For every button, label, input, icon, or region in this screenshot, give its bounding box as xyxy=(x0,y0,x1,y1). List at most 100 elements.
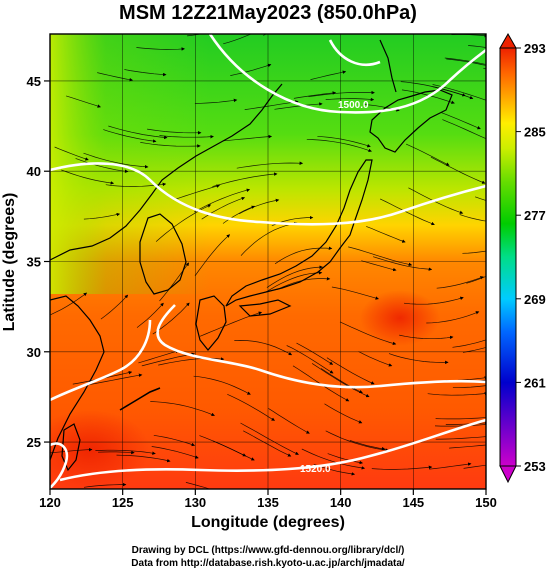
streamline xyxy=(324,403,363,424)
streamline xyxy=(426,311,480,324)
streamline xyxy=(452,385,486,389)
streamline xyxy=(286,345,334,374)
warm-core xyxy=(360,290,440,346)
x-tick-label: 145 xyxy=(402,495,424,510)
streamline xyxy=(468,45,486,48)
colorbar-ticks: 253 261 269 277 285 293 xyxy=(516,41,546,474)
streamline xyxy=(361,260,397,272)
x-tick-label: 125 xyxy=(112,495,134,510)
streamline xyxy=(230,63,272,76)
streamline xyxy=(436,276,484,289)
streamline xyxy=(185,482,211,489)
streamline xyxy=(227,393,275,421)
streamline xyxy=(366,226,406,243)
streamline xyxy=(124,69,167,77)
y-tick-label: 35 xyxy=(27,255,41,270)
streamline xyxy=(430,156,486,184)
y-tick-label: 45 xyxy=(27,74,41,89)
streamline xyxy=(194,98,238,104)
streamline xyxy=(371,465,433,470)
streamline xyxy=(449,444,486,449)
streamline xyxy=(358,351,393,367)
streamline xyxy=(159,134,214,139)
streamline xyxy=(325,430,389,452)
streamline xyxy=(325,97,375,102)
streamline xyxy=(150,401,215,417)
streamline xyxy=(98,450,135,455)
colorbar-tick-label: 261 xyxy=(524,375,546,390)
colorbar: 253 261 269 277 285 293 xyxy=(499,32,546,484)
streamline xyxy=(65,95,101,108)
plot-area: 1500.0 1520.0 xyxy=(50,34,486,489)
streamline xyxy=(153,434,196,447)
streamline xyxy=(103,129,157,143)
x-tick-label: 135 xyxy=(257,495,279,510)
streamline xyxy=(223,34,252,45)
contour-label-lower: 1520.0 xyxy=(300,464,331,475)
streamline xyxy=(83,482,127,488)
streamline xyxy=(474,196,486,201)
streamline xyxy=(462,347,486,353)
y-tick-label: 30 xyxy=(27,345,41,360)
streamline xyxy=(116,454,171,463)
streamline xyxy=(403,296,464,305)
colorbar-tick-label: 285 xyxy=(524,125,546,140)
streamline xyxy=(442,119,486,140)
streamline xyxy=(193,375,251,395)
contour-label-upper: 1500.0 xyxy=(338,100,369,111)
streamline xyxy=(306,138,372,153)
streamline xyxy=(236,161,304,169)
streamline xyxy=(429,462,472,470)
streamline xyxy=(108,125,168,140)
streamline xyxy=(83,212,121,220)
x-axis-label: Longitude (degrees) xyxy=(191,514,345,531)
streamline xyxy=(61,169,115,185)
streamline xyxy=(141,352,195,367)
streamline xyxy=(151,446,199,459)
streamline xyxy=(54,146,89,161)
streamline xyxy=(240,422,299,455)
streamline xyxy=(193,188,251,213)
streamline xyxy=(234,340,293,356)
streamline xyxy=(173,184,220,201)
streamline xyxy=(97,72,133,82)
streamline xyxy=(136,302,164,328)
streamline xyxy=(266,265,323,288)
chart-title: MSM 12Z21May2023 (850.0hPa) xyxy=(119,2,417,24)
y-tick-label: 40 xyxy=(27,164,41,179)
y-tick-label: 25 xyxy=(27,435,41,450)
y-axis: 25 30 35 40 45 xyxy=(27,74,50,450)
streamline xyxy=(222,205,256,224)
streamline xyxy=(405,143,450,166)
streamline xyxy=(147,128,202,135)
colorbar-top-triangle xyxy=(499,32,517,49)
streamline xyxy=(441,112,481,130)
streamline xyxy=(50,292,88,316)
credit-data: Data from http://database.rish.kyoto-u.a… xyxy=(131,558,405,569)
streamline xyxy=(311,363,370,398)
streamline xyxy=(274,246,333,265)
streamline xyxy=(399,334,454,340)
streamline xyxy=(379,198,435,226)
streamline xyxy=(308,90,375,98)
streamline xyxy=(296,342,334,365)
streamline xyxy=(349,439,386,451)
streamline xyxy=(348,246,413,267)
streamline xyxy=(466,276,486,284)
streamline xyxy=(268,408,310,434)
streamline xyxy=(244,100,299,110)
colorbar-body xyxy=(499,47,517,467)
streamline xyxy=(293,91,337,99)
streamline xyxy=(435,417,486,420)
streamline xyxy=(140,142,201,148)
streamline xyxy=(320,368,363,394)
streamline xyxy=(82,373,143,387)
colorbar-bottom-triangle xyxy=(499,465,517,484)
x-tick-label: 120 xyxy=(39,495,61,510)
streamline xyxy=(136,47,185,51)
streamline xyxy=(75,158,129,173)
streamline xyxy=(400,81,466,97)
streamline xyxy=(331,286,379,300)
streamline xyxy=(452,339,486,348)
